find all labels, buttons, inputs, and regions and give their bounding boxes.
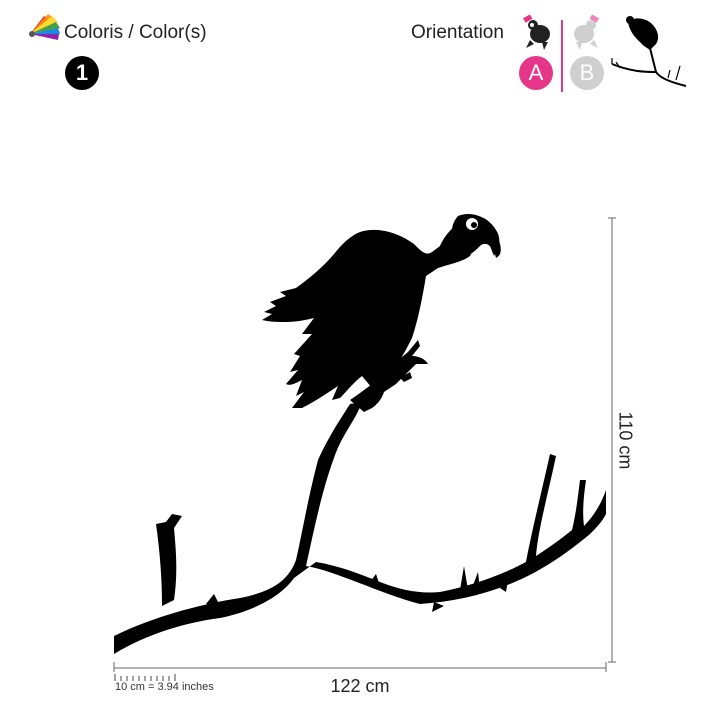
width-dimension-label: 122 cm bbox=[330, 676, 390, 696]
height-dimension-label: 110 cm bbox=[615, 411, 636, 470]
orientation-option-a[interactable]: A bbox=[519, 56, 553, 90]
orientation-divider bbox=[561, 20, 563, 92]
color-count-badge: 1 bbox=[65, 56, 99, 90]
orientation-option-b[interactable]: B bbox=[570, 56, 604, 90]
colors-title: Coloris / Color(s) bbox=[64, 22, 207, 43]
orientation-title: Orientation bbox=[411, 22, 504, 43]
scale-label: 10 cm = 3.94 inches bbox=[115, 681, 214, 693]
